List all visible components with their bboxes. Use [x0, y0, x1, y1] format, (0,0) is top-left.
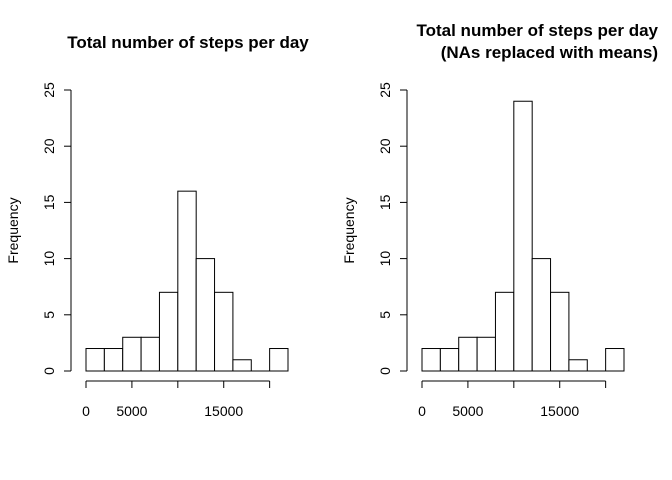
histogram-bar [476, 336, 496, 372]
y-axis-label: Frequency [341, 197, 357, 263]
x-tick-label: 5000 [452, 403, 483, 419]
chart-title-line: Total number of steps per day [416, 21, 658, 40]
y-tick-label: 25 [41, 82, 57, 98]
histogram-bar [494, 291, 515, 372]
histogram-bar [158, 291, 179, 372]
histogram-bar [568, 359, 588, 372]
histogram-panel-right: Total number of steps per day (NAs replac… [341, 21, 659, 419]
y-tick-label: 25 [377, 82, 393, 98]
histogram-bar [85, 348, 105, 372]
y-tick-label: 15 [377, 194, 393, 210]
histogram-bar [531, 258, 552, 372]
y-axis-label: Frequency [5, 197, 21, 263]
histogram-bar [513, 100, 533, 372]
y-tick-label: 0 [377, 367, 393, 375]
y-tick-label: 20 [377, 138, 393, 154]
histogram-bar [214, 291, 234, 372]
y-tick-label: 0 [41, 367, 57, 375]
histogram-bar [605, 348, 625, 372]
y-tick-label: 10 [41, 251, 57, 267]
x-tick-label: 0 [82, 403, 90, 419]
histogram-bar [439, 348, 460, 372]
y-tick-label: 5 [41, 311, 57, 319]
y-tick-label: 20 [41, 138, 57, 154]
histogram-bar [421, 348, 441, 372]
histogram-bar [122, 336, 142, 372]
chart-title-line: (NAs replaced with means) [441, 43, 658, 62]
y-tick-label: 10 [377, 251, 393, 267]
histogram-bar [458, 336, 478, 372]
y-tick-label: 15 [41, 194, 57, 210]
x-tick-label: 0 [418, 403, 426, 419]
x-tick-label: 15000 [540, 403, 579, 419]
histogram-bar [195, 258, 216, 372]
histogram-bar [140, 336, 160, 372]
x-tick-label: 5000 [116, 403, 147, 419]
x-tick-label: 15000 [204, 403, 243, 419]
chart-title-line: Total number of steps per day [67, 33, 309, 52]
histogram-bar [103, 348, 124, 372]
histogram-bar [177, 190, 197, 372]
histogram-bar [269, 348, 289, 372]
histogram-panel-left: Total number of steps per day 0 5 10 15 20 25 F… [5, 33, 309, 419]
y-tick-label: 5 [377, 311, 393, 319]
histogram-bar [232, 359, 252, 372]
histogram-bar [550, 291, 570, 372]
